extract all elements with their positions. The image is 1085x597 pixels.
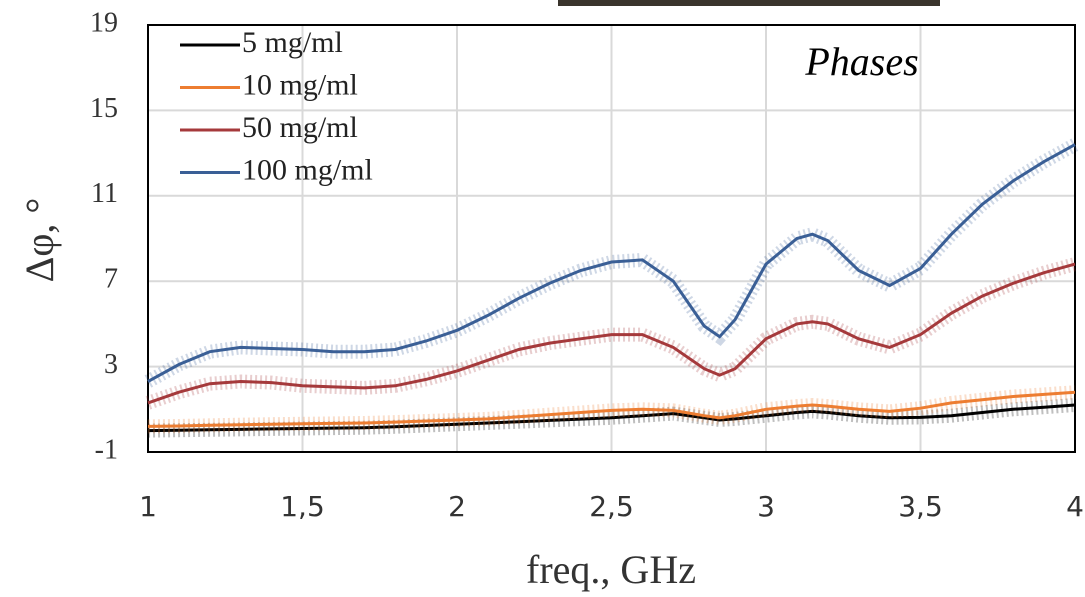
x-tick-label: 4	[1066, 490, 1084, 523]
annotation: Phases	[804, 39, 918, 84]
x-tick-label: 3,5	[898, 490, 943, 523]
legend-label: 5 mg/ml	[242, 26, 343, 59]
x-tick-label: 1,5	[280, 490, 325, 523]
legend-label: 10 mg/ml	[242, 68, 358, 101]
series-line	[147, 262, 1076, 405]
y-tick-label: -1	[95, 434, 118, 465]
y-tick-label: 15	[90, 93, 118, 124]
cropped-image-edge	[558, 0, 940, 6]
y-tick-label: 19	[90, 7, 118, 38]
series-line	[147, 403, 1076, 433]
plot-frame	[147, 24, 1076, 453]
series-line	[147, 390, 1076, 428]
y-axis-label: Δφ, °	[17, 198, 62, 283]
x-tick-label: 2,5	[589, 490, 634, 523]
y-tick-label: 11	[91, 178, 118, 209]
y-tick-label: 7	[104, 264, 118, 295]
x-tick-label: 3	[757, 490, 775, 523]
x-axis-label: freq., GHz	[526, 547, 696, 592]
x-tick-label: 2	[448, 490, 466, 523]
x-tick-label: 1	[139, 490, 157, 523]
legend-label: 100 mg/ml	[242, 153, 373, 186]
series-line	[147, 143, 1076, 383]
legend-label: 50 mg/ml	[242, 111, 358, 144]
y-tick-label: 3	[104, 349, 118, 380]
